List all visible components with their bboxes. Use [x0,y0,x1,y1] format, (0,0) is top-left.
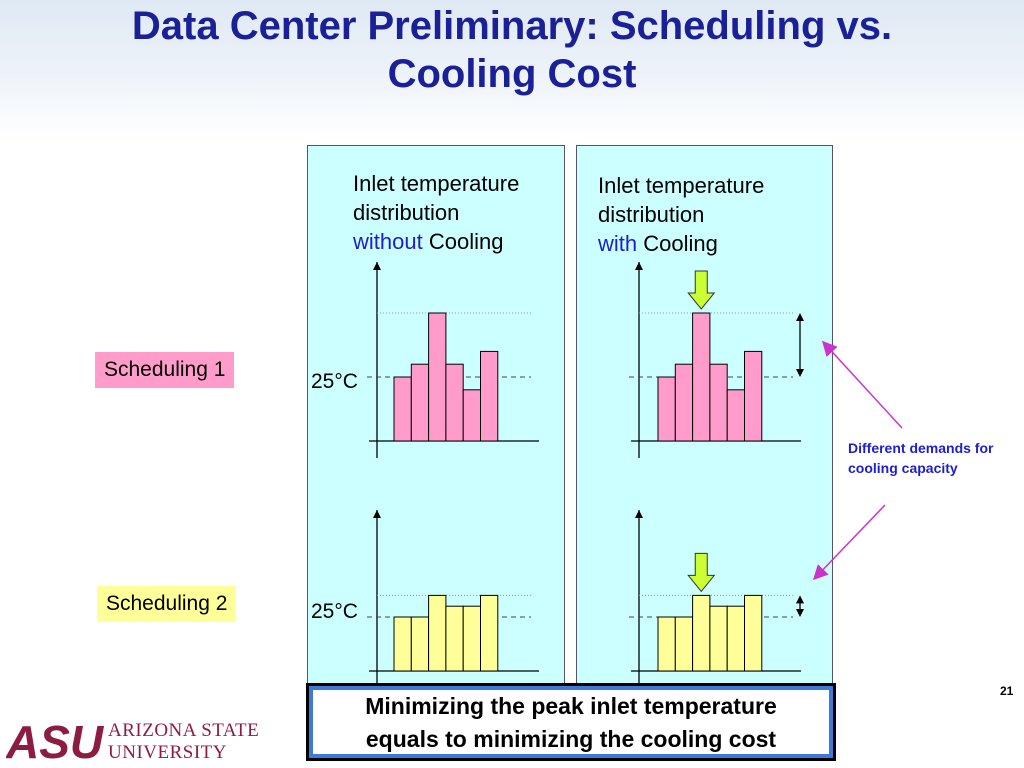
histogram-bar [692,594,711,672]
callout-text: Minimizing the peak inlet temperature eq… [313,690,829,754]
title-line-1: Data Center Preliminary: Scheduling vs. [131,4,893,48]
histogram-bar [709,363,728,442]
cooling-down-arrow-icon [687,552,716,593]
histogram-bar [393,376,412,442]
histogram-bar [480,594,499,672]
histogram-bar [744,350,763,442]
cooling-demand-annotation: Different demands for cooling capacity [848,440,994,476]
asu-logo: ASU [6,716,105,766]
heading-line-3: without Cooling [353,227,519,256]
slide-number: 21 [1000,684,1014,698]
histogram-bar [657,376,676,442]
cooling-down-arrow-icon [687,270,716,310]
demand-range-arrowhead-up [796,595,804,604]
title-background-band [0,0,1024,140]
callout-line-2: equals to minimizing the cooling cost [365,726,777,752]
histogram-bar [709,605,728,672]
histogram-bar [445,363,464,442]
scheduling-2-label: Scheduling 2 [97,586,237,622]
heading-line-1: Inlet temperature [353,171,520,196]
histogram-bar [445,605,464,672]
histogram-bar [428,312,447,442]
y-axis-arrowhead [635,510,643,518]
heading-keyword-without: without [353,229,423,254]
heading-line-2: distribution [598,202,705,227]
histogram-bar [393,616,412,672]
annotation-pointer-upper [821,340,903,429]
temperature-label-row-2: 25°C [311,600,358,623]
y-axis-arrowhead [373,262,381,270]
y-axis-arrowhead [635,262,643,270]
logo-line-1: ARIZONA STATE [108,720,260,741]
histogram-bar [410,616,430,672]
scheduling-1-label: Scheduling 1 [95,352,235,388]
histogram-bar [726,389,746,442]
histogram-bar [428,594,447,672]
histogram-bar [674,616,694,672]
title-line-2: Cooling Cost [387,52,637,96]
temperature-label-row-1: 25°C [311,370,358,393]
heading-keyword-with: with [598,231,638,256]
demand-range-arrowhead-down [796,609,804,617]
logo-line-2: UNIVERSITY [108,742,227,763]
histogram-bar [657,616,676,672]
histogram-bar [410,363,430,442]
conclusion-callout: Minimizing the peak inlet temperature eq… [306,683,836,761]
heading-suffix: Cooling [637,231,718,256]
histogram-bar [692,312,711,442]
slide-title: Data Center Preliminary: Scheduling vs. … [0,2,1024,98]
histogram-bar [462,389,482,442]
histogram-bar [744,594,763,672]
heading-line-3: with Cooling [598,229,764,258]
panel-heading-with: Inlet temperature distribution with Cool… [598,171,764,258]
annotation-pointer-lower [812,504,886,581]
demand-range-arrowhead-up [796,313,804,321]
heading-line-2: distribution [353,200,460,225]
histogram-bar [674,363,694,442]
asu-logo-mark: ASU [6,716,105,766]
callout-line-1: Minimizing the peak inlet temperature [365,693,777,719]
histogram-bar [462,605,482,672]
asu-logo-wordmark: ARIZONA STATE UNIVERSITY [108,720,259,764]
demand-range-arrowhead-down [796,369,804,377]
heading-suffix: Cooling [422,229,504,254]
y-axis-arrowhead [373,510,381,518]
histogram-bar [726,605,746,672]
heading-line-1: Inlet temperature [598,173,765,198]
histogram-bar [480,350,499,442]
panel-heading-without: Inlet temperature distribution without C… [353,169,519,256]
